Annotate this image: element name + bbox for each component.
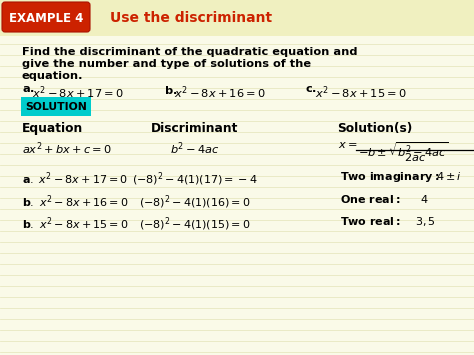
FancyBboxPatch shape xyxy=(2,2,90,32)
Bar xyxy=(0,0,474,36)
Text: give the number and type of solutions of the: give the number and type of solutions of… xyxy=(22,59,311,69)
Text: $x^2 - 8x + 15 = 0$: $x^2 - 8x + 15 = 0$ xyxy=(315,84,407,100)
FancyBboxPatch shape xyxy=(21,97,91,116)
Text: $4$: $4$ xyxy=(420,193,428,205)
Text: Use the discriminant: Use the discriminant xyxy=(110,11,272,25)
Text: $4 \pm i$: $4 \pm i$ xyxy=(436,170,462,182)
Text: $3,5$: $3,5$ xyxy=(415,215,436,228)
Text: $x = $: $x = $ xyxy=(338,140,357,150)
Text: $\mathbf{a.}$: $\mathbf{a.}$ xyxy=(22,84,35,94)
Text: $b^2 - 4ac$: $b^2 - 4ac$ xyxy=(170,140,220,157)
Text: Solution(s): Solution(s) xyxy=(337,122,413,135)
Text: $\mathbf{a}$$.\ x^2 - 8x + 17 = 0$: $\mathbf{a}$$.\ x^2 - 8x + 17 = 0$ xyxy=(22,170,128,187)
Text: $(-8)^2 - 4(1)(15) = 0$: $(-8)^2 - 4(1)(15) = 0$ xyxy=(139,215,251,233)
Text: $2ac$: $2ac$ xyxy=(404,151,426,163)
Text: $\mathbf{c.}$: $\mathbf{c.}$ xyxy=(305,84,317,94)
Text: $x^2 - 8x + 16 = 0$: $x^2 - 8x + 16 = 0$ xyxy=(174,84,265,100)
Text: $ax^2 + bx + c = 0$: $ax^2 + bx + c = 0$ xyxy=(22,140,112,157)
Text: $\mathbf{Two\ real:}$: $\mathbf{Two\ real:}$ xyxy=(340,215,401,227)
Text: Discriminant: Discriminant xyxy=(151,122,239,135)
Text: $x^2 - 8x + 17 = 0$: $x^2 - 8x + 17 = 0$ xyxy=(32,84,124,100)
Text: equation.: equation. xyxy=(22,71,83,81)
Text: $\mathbf{b}$$.\ x^2 - 8x + 16 = 0$: $\mathbf{b}$$.\ x^2 - 8x + 16 = 0$ xyxy=(22,193,129,209)
Text: $\mathbf{b.}$: $\mathbf{b.}$ xyxy=(164,84,177,96)
Text: $(-8)^2 - 4(1)(17) = -4$: $(-8)^2 - 4(1)(17) = -4$ xyxy=(132,170,258,187)
Text: EXAMPLE 4: EXAMPLE 4 xyxy=(9,11,83,24)
Text: $(-8)^2 - 4(1)(16) = 0$: $(-8)^2 - 4(1)(16) = 0$ xyxy=(139,193,251,211)
Text: SOLUTION: SOLUTION xyxy=(25,102,87,112)
Text: $\mathbf{One\ real:}$: $\mathbf{One\ real:}$ xyxy=(340,193,401,205)
Text: Find the discriminant of the quadratic equation and: Find the discriminant of the quadratic e… xyxy=(22,47,357,57)
Text: $\mathbf{Two\ imaginary:}$: $\mathbf{Two\ imaginary:}$ xyxy=(340,170,439,184)
Text: $\mathbf{b}$$.\ x^2 - 8x + 15 = 0$: $\mathbf{b}$$.\ x^2 - 8x + 15 = 0$ xyxy=(22,215,129,231)
Text: $-b \pm \sqrt{b^2-4ac}$: $-b \pm \sqrt{b^2-4ac}$ xyxy=(358,140,448,159)
Text: Equation: Equation xyxy=(22,122,83,135)
